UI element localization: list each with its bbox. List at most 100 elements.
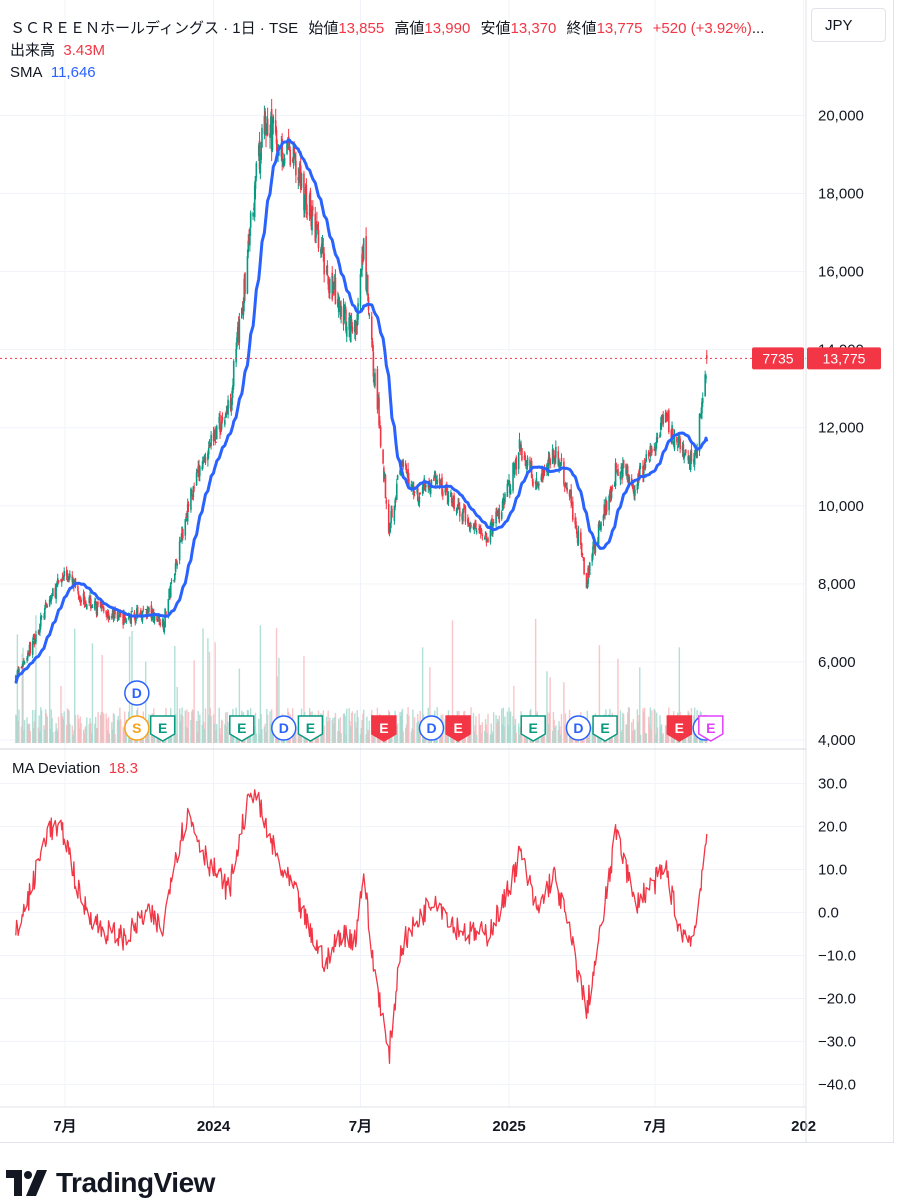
candle-body bbox=[373, 379, 375, 385]
volume-bar bbox=[32, 728, 35, 743]
candle-body bbox=[644, 463, 647, 469]
grid bbox=[0, 0, 806, 1107]
price-badge: 7735 13,775 bbox=[752, 347, 881, 370]
candle-body bbox=[525, 464, 528, 467]
candle-body bbox=[83, 595, 86, 604]
candle-body bbox=[608, 495, 610, 511]
candle-body bbox=[430, 480, 433, 487]
volume-bar bbox=[97, 712, 99, 743]
candle-body bbox=[704, 374, 706, 397]
candle-body bbox=[116, 612, 119, 619]
volume-bar bbox=[513, 685, 515, 743]
candle-body bbox=[687, 455, 690, 461]
volume-bar bbox=[619, 710, 622, 743]
volume-bar bbox=[507, 725, 509, 743]
volume-bar bbox=[120, 719, 122, 743]
candle-body bbox=[32, 634, 35, 640]
candle-body bbox=[585, 573, 588, 588]
volume-bar bbox=[591, 726, 593, 743]
volume-bar bbox=[491, 733, 493, 743]
volume-bar bbox=[367, 729, 369, 743]
volume-bar bbox=[224, 724, 226, 743]
price-axis[interactable]: 20,00018,00016,00014,00012,00010,0008,00… bbox=[818, 107, 864, 749]
volume-bar bbox=[203, 729, 206, 743]
candle-body bbox=[350, 319, 353, 327]
volume-bar bbox=[631, 730, 634, 743]
candle-body bbox=[559, 463, 561, 467]
volume-bar bbox=[49, 728, 52, 743]
candle-body bbox=[405, 468, 408, 473]
candle-body bbox=[467, 522, 470, 527]
candle-body bbox=[153, 612, 155, 623]
candle-body bbox=[705, 355, 708, 359]
candle-body bbox=[451, 501, 454, 506]
volume-bar bbox=[502, 707, 505, 743]
candle-body bbox=[400, 461, 403, 463]
candle-body bbox=[588, 562, 591, 575]
candle-body bbox=[537, 487, 539, 489]
volume-bar bbox=[451, 620, 454, 743]
candle-body bbox=[690, 449, 693, 462]
price-chart[interactable]: DSEEDEEDEEDEEDE 20,00018,00016,00014,000… bbox=[0, 0, 899, 1145]
candle-body bbox=[90, 598, 92, 609]
deviation-tick-label: 20.0 bbox=[818, 819, 847, 836]
volume-bar bbox=[647, 716, 650, 743]
deviation-value: 18.3 bbox=[108, 760, 138, 777]
time-axis[interactable]: 7月 2024 7月 2025 7月 202 bbox=[53, 1118, 816, 1135]
candle-body bbox=[665, 412, 668, 418]
candle-body bbox=[416, 488, 419, 502]
high-value: 13,990 bbox=[424, 20, 471, 37]
volume-bar bbox=[636, 709, 639, 743]
sma-value: 11,646 bbox=[50, 64, 96, 81]
candle-body bbox=[678, 440, 681, 442]
candle-body bbox=[506, 483, 509, 497]
candle-body bbox=[417, 501, 420, 505]
candle-body bbox=[574, 517, 576, 525]
candle-body bbox=[603, 504, 606, 516]
deviation-axis[interactable]: 30.0 20.0 10.0 0.0 −10.0 −20.0 −30.0 −40.0 bbox=[818, 776, 856, 1094]
volume-bar bbox=[485, 724, 488, 743]
candle-body bbox=[165, 611, 167, 616]
time-tick-label: 7月 bbox=[643, 1118, 666, 1135]
volume-bar bbox=[481, 722, 484, 743]
candle-body bbox=[570, 489, 572, 504]
volume-bar bbox=[648, 723, 651, 743]
candle-body bbox=[435, 480, 438, 484]
earnings-marker bbox=[445, 715, 471, 742]
tradingview-wordmark: TradingView bbox=[56, 1167, 215, 1198]
volume-bar bbox=[666, 729, 668, 743]
candle-body bbox=[320, 243, 323, 254]
candle-body bbox=[671, 425, 673, 444]
candle-body bbox=[549, 458, 551, 466]
symbol-title[interactable]: ＳＣＲＥＥＮホールディングス · 1日 · TSE bbox=[10, 20, 299, 37]
candle-body bbox=[51, 593, 53, 596]
volume-bar bbox=[597, 734, 600, 743]
volume-bar bbox=[325, 716, 328, 743]
candle-body bbox=[553, 455, 556, 463]
volume-bar bbox=[182, 716, 184, 743]
tradingview-logo[interactable]: TradingView bbox=[6, 1166, 215, 1200]
candle-body bbox=[23, 662, 26, 664]
volume-bar bbox=[620, 731, 622, 743]
volume-bar bbox=[57, 716, 60, 743]
candle-body bbox=[150, 605, 153, 619]
volume-bar bbox=[263, 726, 266, 743]
candle-body bbox=[80, 599, 82, 603]
volume-bar bbox=[40, 710, 43, 743]
candle-body bbox=[462, 508, 465, 510]
candle-body bbox=[592, 546, 594, 557]
currency-button[interactable]: JPY bbox=[811, 8, 886, 42]
candle-body bbox=[270, 116, 272, 136]
candle-body bbox=[693, 455, 696, 465]
candle-body bbox=[328, 278, 331, 293]
volume-bar bbox=[551, 730, 554, 743]
candle-body bbox=[571, 502, 573, 504]
volume-bar bbox=[46, 716, 48, 743]
candle-body bbox=[257, 145, 260, 156]
candle-body bbox=[399, 470, 401, 475]
volume-bar bbox=[614, 731, 616, 743]
candle-body bbox=[161, 619, 164, 627]
volume-bar bbox=[492, 712, 495, 743]
volume-bar bbox=[265, 731, 267, 743]
candle-body bbox=[684, 452, 686, 455]
